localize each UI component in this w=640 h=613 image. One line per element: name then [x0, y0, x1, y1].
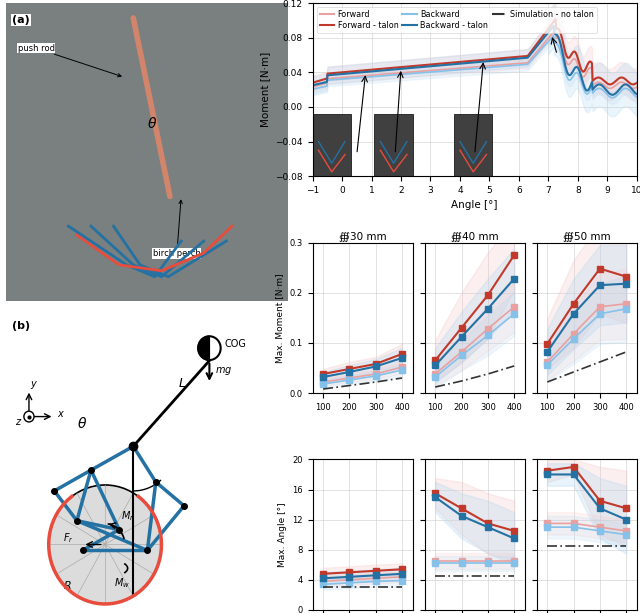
Backward [308, 85, 316, 93]
Text: birch perch: birch perch [153, 200, 201, 258]
Backward - talon [465, 59, 472, 67]
Backward [502, 63, 509, 70]
Forward [308, 83, 316, 91]
Forward - talon [629, 81, 637, 88]
Forward - talon [575, 59, 583, 66]
X-axis label: Angle [°]: Angle [°] [451, 200, 498, 210]
Forward [626, 83, 634, 91]
Backward - talon [608, 91, 616, 99]
Text: $\theta$: $\theta$ [77, 416, 87, 432]
Text: $z$: $z$ [15, 417, 22, 427]
Forward - talon [552, 15, 559, 23]
Text: (a): (a) [12, 15, 30, 25]
Forward - talon [633, 79, 640, 86]
Backward - talon [575, 66, 583, 74]
Text: $x$: $x$ [57, 409, 65, 419]
Legend: Forward, Forward - talon, Backward, Backward - talon, Simulation - no talon: Forward, Forward - talon, Backward, Back… [317, 7, 596, 33]
Forward [575, 65, 583, 72]
Forward - talon [465, 58, 472, 65]
Backward [608, 94, 616, 101]
Forward [633, 83, 640, 91]
Forward - talon [484, 56, 492, 63]
Line: Backward - talon: Backward - talon [312, 26, 637, 95]
Backward [633, 94, 640, 101]
Backward [550, 32, 557, 39]
Forward [629, 85, 637, 92]
Forward [465, 64, 472, 71]
Line: Forward: Forward [312, 29, 637, 88]
Bar [312, 114, 351, 176]
Text: (b): (b) [12, 321, 30, 332]
Backward - talon [308, 82, 316, 89]
Bar [454, 114, 492, 176]
Text: $R$: $R$ [63, 579, 72, 591]
Backward - talon [484, 58, 492, 65]
Circle shape [49, 485, 161, 604]
Text: $mg$: $mg$ [215, 365, 232, 378]
Line: Backward: Backward [312, 36, 637, 97]
Bar [374, 114, 413, 176]
Backward [575, 72, 583, 79]
Polygon shape [198, 337, 209, 360]
Text: $y$: $y$ [30, 379, 38, 391]
Circle shape [24, 411, 34, 422]
Title: ∰40 mm: ∰40 mm [451, 232, 499, 242]
Backward - talon [550, 22, 557, 29]
Text: $F_r$: $F_r$ [63, 531, 74, 546]
Text: $\theta$: $\theta$ [147, 116, 157, 131]
Forward [502, 61, 509, 68]
Forward - talon [626, 79, 634, 86]
Backward [465, 66, 472, 73]
Backward [627, 87, 634, 94]
Backward [463, 66, 470, 73]
Forward - talon [308, 79, 316, 86]
Forward - talon [502, 54, 509, 61]
Text: push rod: push rod [18, 44, 121, 77]
Line: Forward - talon: Forward - talon [312, 19, 637, 85]
Forward [552, 26, 559, 33]
Forward [463, 64, 470, 71]
Backward - talon [633, 91, 640, 98]
Title: ∰30 mm: ∰30 mm [339, 232, 387, 242]
Y-axis label: Max. Moment [N·m]: Max. Moment [N·m] [275, 273, 284, 363]
Y-axis label: Max. Angle [°]: Max. Angle [°] [278, 503, 287, 567]
Backward - talon [463, 59, 470, 67]
Text: $M_r$: $M_r$ [120, 509, 134, 523]
Forward [484, 63, 492, 70]
Backward - talon [502, 56, 509, 63]
Title: ∰50 mm: ∰50 mm [563, 232, 611, 242]
FancyBboxPatch shape [6, 3, 289, 300]
Text: $M_w$: $M_w$ [113, 576, 129, 590]
Forward - talon [463, 58, 470, 65]
Backward - talon [627, 83, 634, 91]
Backward [484, 64, 492, 71]
Text: COG: COG [225, 339, 247, 349]
Y-axis label: Moment [N·m]: Moment [N·m] [260, 52, 269, 128]
Text: $L$: $L$ [179, 377, 187, 390]
